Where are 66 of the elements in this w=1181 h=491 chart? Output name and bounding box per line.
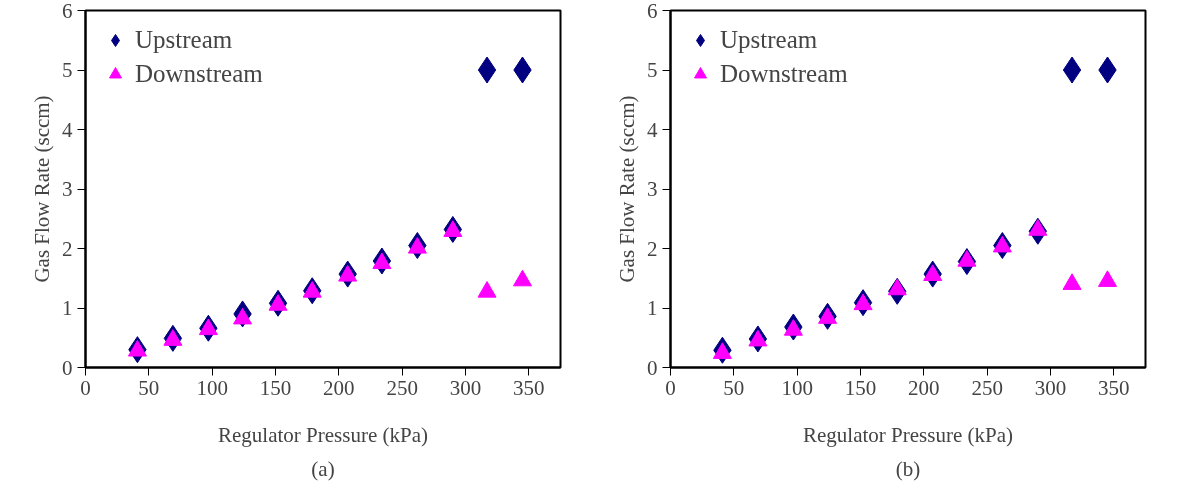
- y-tick-label: 1: [62, 296, 73, 320]
- x-tick-label: 300: [1034, 375, 1067, 400]
- point: [1062, 56, 1082, 84]
- point: [477, 56, 497, 84]
- point: [407, 237, 427, 254]
- x-tick-label: 350: [513, 375, 545, 400]
- x-tick-label: 300: [449, 375, 482, 400]
- point: [372, 252, 392, 270]
- point: [443, 220, 463, 237]
- point: [513, 269, 532, 287]
- y-axis-title: Gas Flow Rate (sccm): [30, 95, 54, 283]
- legend-label: Upstream: [135, 26, 233, 54]
- x-tick-label: 0: [665, 375, 676, 400]
- point: [1028, 219, 1048, 236]
- y-tick-label: 4: [647, 117, 658, 142]
- x-tick-label: 350: [1098, 375, 1130, 400]
- x-axis-title: Regulator Pressure (kPa): [803, 422, 1013, 447]
- point: [1098, 270, 1117, 287]
- y-tick-label: 5: [62, 58, 73, 82]
- x-tick-label: 100: [781, 375, 813, 400]
- point: [712, 342, 732, 359]
- text: (b): [895, 456, 921, 481]
- point: [477, 281, 497, 298]
- y-tick-label: 5: [647, 58, 658, 82]
- y-tick-label: 4: [62, 117, 73, 142]
- point: [923, 264, 943, 281]
- y-tick-label: 6: [62, 0, 73, 23]
- y-tick-label: 2: [62, 236, 73, 261]
- x-axis-title: Regulator Pressure (kPa): [218, 422, 428, 447]
- y-axis-title: Gas Flow Rate (sccm): [615, 95, 639, 283]
- point: [818, 307, 838, 324]
- text: (a): [311, 456, 335, 481]
- y-tick-label: 1: [647, 296, 658, 320]
- point: [127, 339, 147, 357]
- point: [163, 329, 183, 346]
- x-tick-label: 250: [386, 375, 418, 400]
- legend-label: Downstream: [135, 60, 263, 88]
- point: [992, 235, 1012, 253]
- x-tick-label: 0: [80, 375, 91, 400]
- y-tick-label: 3: [62, 177, 73, 201]
- point: [233, 307, 253, 325]
- y-tick-label: 0: [647, 355, 658, 380]
- y-tick-label: 0: [62, 355, 73, 380]
- y-tick-label: 6: [647, 0, 658, 23]
- legend-label: Upstream: [720, 26, 818, 54]
- point: [198, 318, 218, 336]
- point: [887, 278, 907, 296]
- point: [1062, 273, 1082, 290]
- x-tick-label: 200: [323, 375, 355, 400]
- point: [268, 294, 288, 311]
- point: [957, 250, 977, 267]
- point: [302, 281, 322, 298]
- x-tick-label: 200: [908, 375, 940, 400]
- x-tick-label: 150: [844, 375, 877, 400]
- point: [748, 329, 768, 347]
- x-tick-label: 50: [138, 375, 160, 400]
- y-tick-label: 3: [647, 177, 658, 201]
- x-tick-label: 100: [196, 375, 228, 400]
- point: [853, 293, 873, 311]
- legend-label: Downstream: [720, 60, 848, 88]
- point: [783, 319, 803, 336]
- y-tick-label: 2: [647, 236, 658, 261]
- x-tick-label: 50: [723, 375, 745, 400]
- x-tick-label: 250: [971, 375, 1003, 400]
- x-tick-label: 150: [259, 375, 292, 400]
- point: [338, 264, 358, 282]
